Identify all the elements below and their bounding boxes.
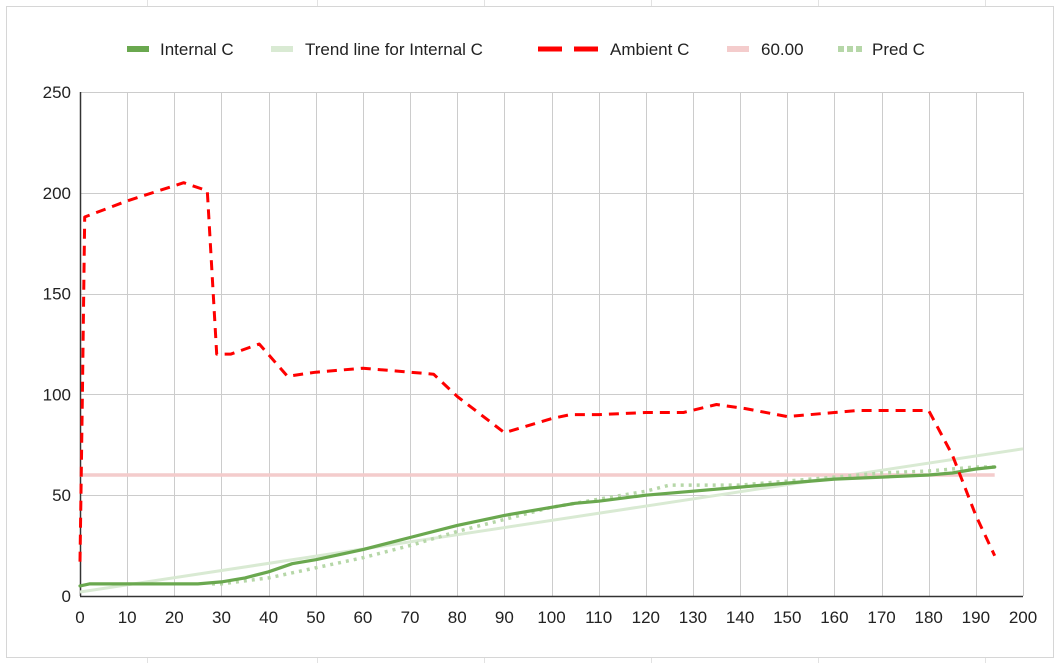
x-tick-label: 120 xyxy=(632,608,660,627)
axes xyxy=(79,92,1023,598)
y-tick-label: 200 xyxy=(43,184,71,203)
x-tick-label: 100 xyxy=(537,608,565,627)
x-tick-label: 70 xyxy=(401,608,420,627)
gridlines xyxy=(80,92,1024,596)
legend-swatch xyxy=(847,46,853,52)
legend-item[interactable]: Trend line for Internal C xyxy=(271,40,483,59)
legend-item[interactable]: Internal C xyxy=(127,40,234,59)
x-tick-label: 170 xyxy=(867,608,895,627)
legend-item[interactable]: 60.00 xyxy=(727,40,804,59)
x-tick-label: 20 xyxy=(165,608,184,627)
legend-label: Ambient C xyxy=(610,40,689,59)
series-line[interactable] xyxy=(78,465,997,588)
legend-label: Internal C xyxy=(160,40,234,59)
legend-label: Trend line for Internal C xyxy=(305,40,483,59)
x-tick-label: 130 xyxy=(679,608,707,627)
x-tick-label: 50 xyxy=(306,608,325,627)
legend[interactable]: Internal C Trend line for Internal C Ambie… xyxy=(127,40,925,59)
legend-label: Pred C xyxy=(872,40,925,59)
y-tick-label: 100 xyxy=(43,385,71,404)
x-tick-label: 140 xyxy=(726,608,754,627)
x-tick-label: 150 xyxy=(773,608,801,627)
y-tick-label: 250 xyxy=(43,83,71,102)
x-tick-label: 110 xyxy=(585,608,612,627)
x-tick-label: 60 xyxy=(353,608,372,627)
y-tick-label: 150 xyxy=(43,285,71,304)
legend-swatch xyxy=(856,46,862,52)
series-line[interactable] xyxy=(212,465,995,586)
x-tick-label: 160 xyxy=(820,608,848,627)
legend-item[interactable]: Pred C xyxy=(838,40,925,59)
y-tick-label: 0 xyxy=(62,587,71,606)
chart-container[interactable] xyxy=(6,6,1054,658)
x-tick-label: 190 xyxy=(962,608,990,627)
x-tick-label: 180 xyxy=(915,608,943,627)
x-tick-label: 10 xyxy=(118,608,137,627)
x-tick-label: 0 xyxy=(75,608,84,627)
legend-swatch xyxy=(838,46,844,52)
x-axis-ticks: 0 10 20 30 40 50 60 70 80 90 100 110 120 130 140 150 160… xyxy=(75,608,1037,627)
y-tick-label: 50 xyxy=(52,486,71,505)
x-tick-label: 40 xyxy=(259,608,278,627)
y-axis-ticks: 0 50 100 150 200 250 xyxy=(43,83,71,606)
legend-label: 60.00 xyxy=(761,40,804,59)
x-tick-label: 200 xyxy=(1009,608,1037,627)
series-lines xyxy=(78,181,1024,594)
x-tick-label: 30 xyxy=(212,608,231,627)
x-tick-label: 80 xyxy=(448,608,467,627)
legend-item[interactable]: Ambient C xyxy=(538,40,689,59)
series-line[interactable] xyxy=(78,181,997,562)
x-tick-label: 90 xyxy=(495,608,514,627)
